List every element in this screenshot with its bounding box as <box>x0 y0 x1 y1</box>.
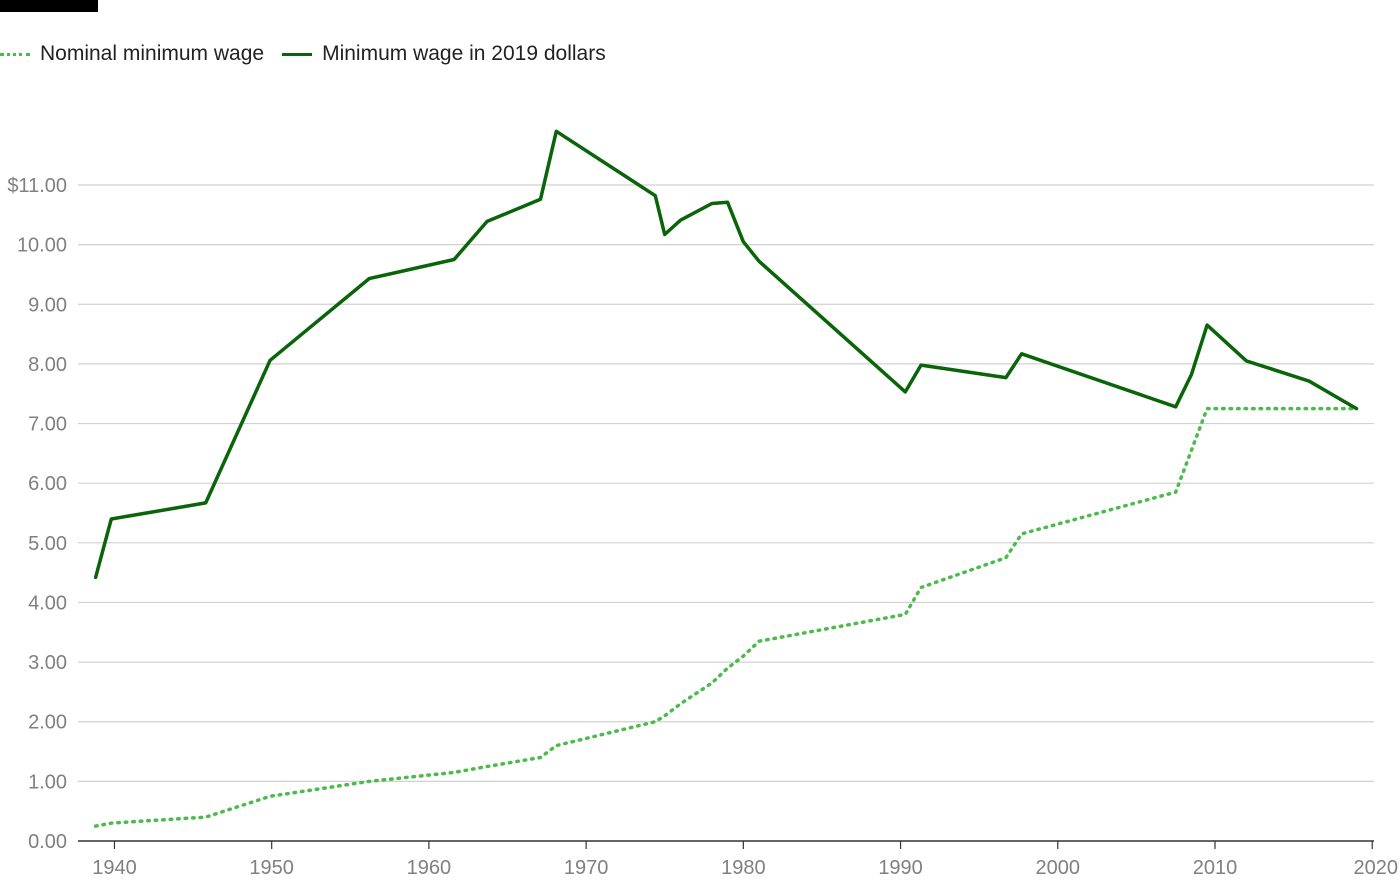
x-tick-label: 1940 <box>92 857 137 879</box>
x-tick-label: 1980 <box>721 857 766 879</box>
y-tick-label: 2.00 <box>28 712 67 734</box>
legend: Nominal minimum wage Minimum wage in 201… <box>0 40 624 68</box>
x-tick-label: 2010 <box>1193 857 1238 879</box>
x-tick-label: 1950 <box>249 857 294 879</box>
y-tick-label: 0.00 <box>28 831 67 853</box>
y-tick-label: 6.00 <box>28 473 67 495</box>
legend-swatch-nominal <box>0 52 30 56</box>
legend-swatch-real <box>282 52 313 56</box>
y-tick-label: $11.00 <box>7 175 67 197</box>
y-tick-label: 5.00 <box>28 533 67 555</box>
y-tick-label: 4.00 <box>28 592 67 614</box>
x-tick-label: 1970 <box>564 857 609 879</box>
series-line-real <box>93 129 1359 580</box>
x-tick-label: 2020 <box>1354 857 1399 879</box>
series-lines <box>93 129 1359 828</box>
y-tick-label: 1.00 <box>28 771 67 793</box>
y-tick-label: 7.00 <box>28 414 67 436</box>
y-axis-tick-labels: 0.00 1.00 2.00 3.00 4.00 5.00 6.00 7.00 8.00 9.00… <box>7 175 67 853</box>
y-tick-label: 8.00 <box>28 354 67 376</box>
x-tick-label: 1990 <box>878 857 923 879</box>
x-axis-tick-labels: 1940 1950 1960 1970 1980 1990 2000 2010 2020 <box>92 841 1398 879</box>
y-tick-label: 3.00 <box>28 652 67 674</box>
y-tick-label: 9.00 <box>28 294 67 316</box>
legend-label-real: Minimum wage in 2019 dollars <box>322 42 606 65</box>
x-tick-label: 2000 <box>1036 857 1081 879</box>
grid-lines <box>78 184 1374 842</box>
header-bar <box>0 0 98 12</box>
legend-label-nominal: Nominal minimum wage <box>40 42 265 65</box>
x-tick-label: 1960 <box>407 857 452 879</box>
legend-item-real: Minimum wage in 2019 dollars <box>282 42 606 66</box>
legend-item-nominal: Nominal minimum wage <box>0 42 264 66</box>
y-tick-label: 10.00 <box>17 235 67 257</box>
series-line-nominal <box>93 406 1359 828</box>
